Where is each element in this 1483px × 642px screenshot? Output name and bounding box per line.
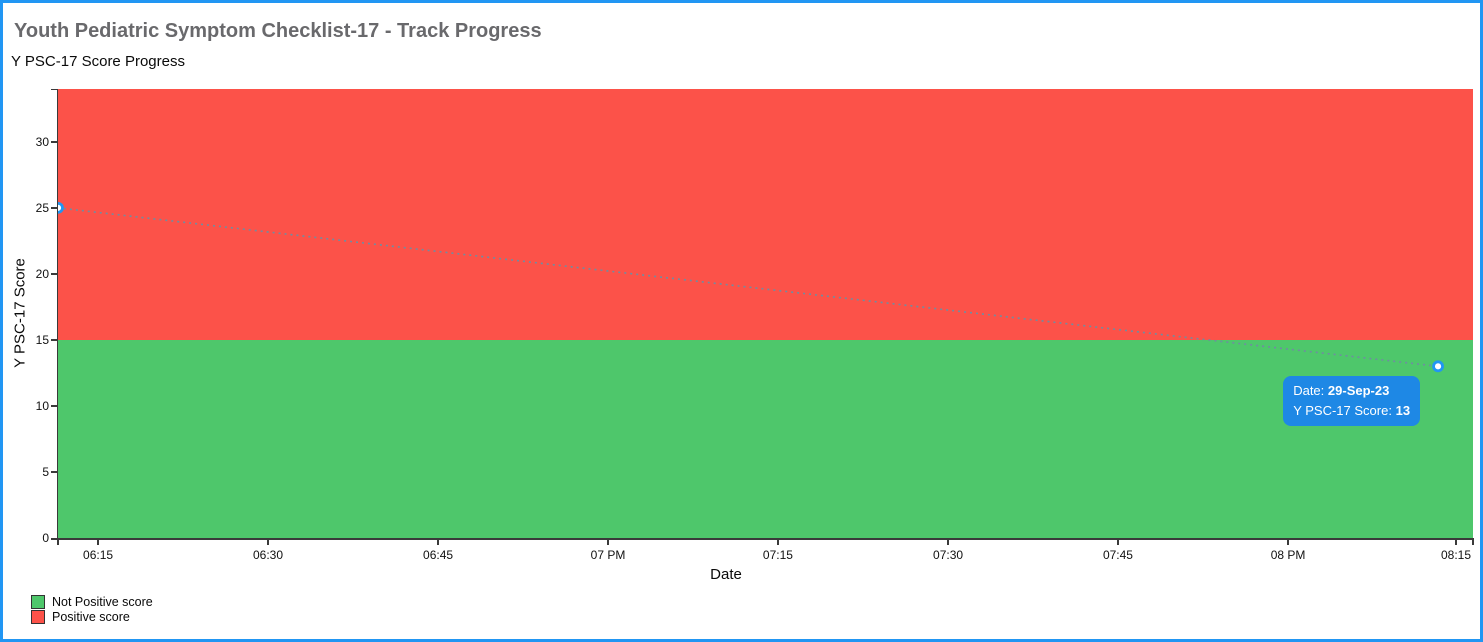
y-axis-label: Y PSC-17 Score xyxy=(11,258,29,368)
y-tick-label: 30 xyxy=(35,134,49,149)
y-tick-label: 20 xyxy=(35,266,49,281)
x-axis-tick xyxy=(607,538,609,545)
x-axis-line xyxy=(51,538,1473,540)
x-tick-label: 06:30 xyxy=(252,548,283,562)
legend-item-positive-score[interactable]: Positive score xyxy=(31,609,153,624)
chart-tooltip: Date: 29-Sep-23 Y PSC-17 Score: 13 xyxy=(1283,376,1421,427)
plot-band-not-positive-score xyxy=(58,339,1473,538)
tooltip-date-row: Date: 29-Sep-23 xyxy=(1293,381,1410,401)
chart-legend: Not Positive score Positive score xyxy=(31,594,153,624)
y-axis-tick xyxy=(51,207,58,209)
plot-band-positive-score xyxy=(58,89,1473,340)
tooltip-date-label: Date: xyxy=(1293,383,1325,399)
series-line xyxy=(58,207,1439,368)
x-axis-tick xyxy=(437,538,439,545)
tooltip-score-row: Y PSC-17 Score: 13 xyxy=(1293,401,1410,421)
chart-plot-area[interactable]: 0 5 10 15 20 25 30 06:15 06:30 06:45 07 PM 07:15 07:… xyxy=(3,3,1480,639)
y-axis-tick xyxy=(51,88,58,90)
chart-title: Y PSC-17 Score Progress xyxy=(11,53,185,70)
x-axis-tick xyxy=(267,538,269,545)
y-axis-tick xyxy=(51,405,58,407)
y-axis-tick xyxy=(51,339,58,341)
y-axis-tick xyxy=(51,471,58,473)
x-tick-label: 06:45 xyxy=(423,548,454,562)
y-tick-label: 25 xyxy=(35,200,49,215)
x-axis-tick xyxy=(97,538,99,545)
x-axis-tick xyxy=(1117,538,1119,545)
x-axis-tick xyxy=(1287,538,1289,545)
x-tick-label: 08 PM xyxy=(1270,548,1306,562)
x-tick-label: 07:30 xyxy=(933,548,964,562)
x-tick-label: 06:15 xyxy=(83,548,114,562)
x-tick-label: 07:15 xyxy=(762,548,793,562)
y-tick-label: 10 xyxy=(35,398,49,413)
y-axis-tick xyxy=(51,273,58,275)
y-tick-label: 15 xyxy=(35,332,49,347)
x-axis-label: Date xyxy=(710,566,742,583)
x-tick-label: 08:15 xyxy=(1441,548,1472,562)
y-axis-tick xyxy=(51,537,58,539)
tooltip-score-value: 13 xyxy=(1395,403,1411,419)
x-tick-label: 07 PM xyxy=(590,548,626,562)
tooltip-score-label: Y PSC-17 Score: xyxy=(1293,403,1392,419)
data-point-marker[interactable] xyxy=(1432,360,1444,373)
x-axis-tick xyxy=(777,538,779,545)
legend-swatch xyxy=(31,594,45,609)
x-axis-tick xyxy=(1455,538,1457,545)
score-series xyxy=(58,201,1444,373)
y-tick-label: 0 xyxy=(42,531,49,545)
x-axis-tick xyxy=(947,538,949,545)
x-axis-tick xyxy=(1472,538,1474,545)
legend-label: Not Positive score xyxy=(52,594,153,609)
y-tick-label: 5 xyxy=(42,464,49,479)
page-title: Youth Pediatric Symptom Checklist-17 - T… xyxy=(14,20,542,42)
y-axis-line xyxy=(57,89,58,538)
legend-item-not-positive-score[interactable]: Not Positive score xyxy=(31,594,153,609)
tooltip-date-value: 29-Sep-23 xyxy=(1327,383,1390,399)
data-point-marker[interactable] xyxy=(58,201,64,214)
x-tick-label: 07:45 xyxy=(1102,548,1133,562)
legend-label: Positive score xyxy=(52,609,130,624)
x-axis-tick xyxy=(57,538,59,545)
y-axis-tick xyxy=(51,141,58,143)
legend-swatch xyxy=(31,609,45,624)
